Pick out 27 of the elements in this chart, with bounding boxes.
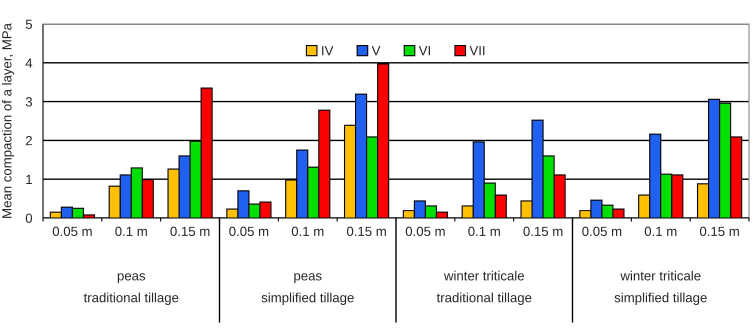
x-tick-label: 0.15 m [346,226,386,236]
x-tick-label: 0.1 m [468,226,500,236]
x-tick-label: 0.05 m [582,226,622,236]
x-tick-label: 0.15 m [523,226,562,236]
legend-label: VII [470,46,484,56]
text: winter triticale traditional tillage [436,270,532,305]
x-tick-label: 0.05 m [229,226,268,236]
text: winter triticale simplified tillage [614,270,707,305]
x-tick-label: 0.05 m [52,226,92,236]
y-tick-label: 4 [26,58,32,68]
y-tick-label: 5 [26,20,32,29]
x-tick-label: 0.15 m [170,226,210,236]
y-tick-label: 1 [26,174,32,184]
x-tick-label: 0.1 m [644,226,676,236]
y-tick-label: 2 [26,136,32,146]
legend-label: V [372,46,380,56]
legend-label: IV [322,46,334,56]
x-tick-label: 0.1 m [292,226,324,236]
text: peas simplified tillage [262,273,354,305]
x-tick-label: 0.1 m [115,226,147,236]
x-tick-label: 0.05 m [406,226,445,236]
y-tick-label: 3 [26,97,32,107]
y-tick-label: 0 [26,214,32,223]
text: peas traditional tillage [84,273,178,305]
y-axis-title: Mean compaction of a layer, MPa [2,23,14,218]
x-tick-label: 0.15 m [700,226,739,236]
legend-label: VI [418,46,430,56]
